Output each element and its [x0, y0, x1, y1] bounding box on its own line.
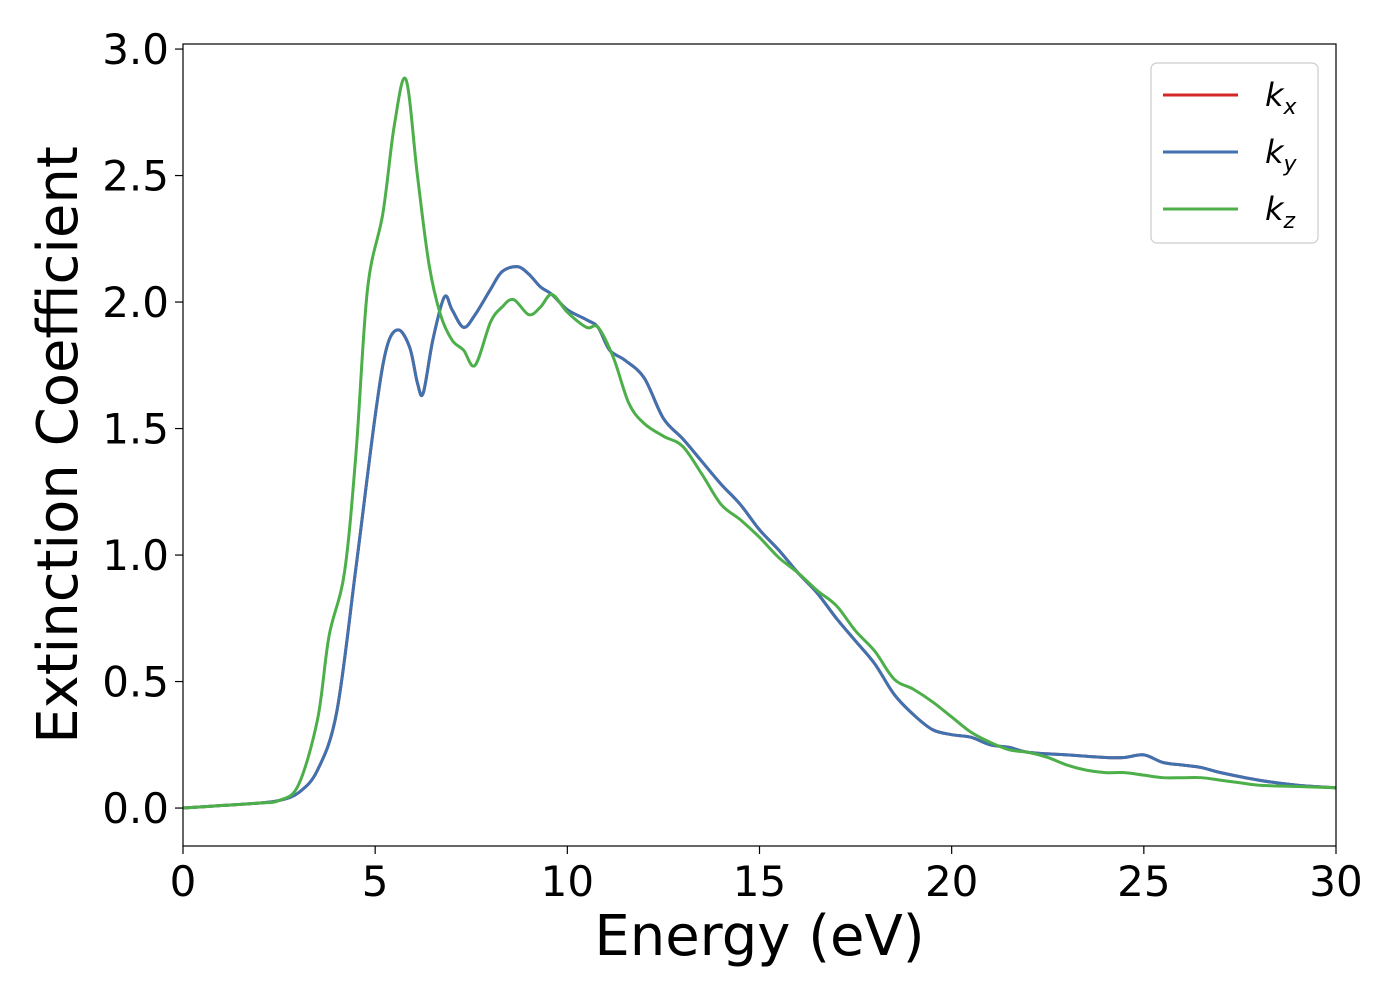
y-axis-label: Extinction Coefficient [26, 146, 91, 744]
legend-label-y: ky [1265, 133, 1298, 177]
x-tick-label: 20 [925, 857, 978, 906]
x-tick-label: 0 [170, 857, 197, 906]
series-lines [183, 76, 1336, 810]
y-tick-label: 3.0 [102, 25, 169, 74]
x-axis: 0 5 10 15 20 25 30 [170, 846, 1363, 906]
y-tick-label: 1.5 [102, 405, 169, 454]
y-tick-label: 0.5 [102, 658, 169, 707]
series-line-y [183, 265, 1336, 810]
x-tick-label: 15 [733, 857, 786, 906]
x-tick-label: 10 [541, 857, 594, 906]
legend-label-x: kx [1265, 76, 1298, 120]
x-tick-label: 30 [1309, 857, 1362, 906]
y-tick-label: 2.5 [102, 152, 169, 201]
x-tick-label: 5 [362, 857, 389, 906]
x-tick-label: 25 [1117, 857, 1170, 906]
legend: kx ky kz [1150, 62, 1319, 244]
y-tick-label: 0.0 [102, 784, 169, 833]
y-axis: 0.0 0.5 1.0 1.5 2.0 2.5 3.0 [102, 25, 183, 833]
legend-label-z: kz [1265, 190, 1296, 234]
y-tick-label: 2.0 [102, 278, 169, 327]
series-line-z [183, 76, 1336, 810]
x-axis-label: Energy (eV) [594, 904, 924, 969]
y-tick-label: 1.0 [102, 531, 169, 580]
